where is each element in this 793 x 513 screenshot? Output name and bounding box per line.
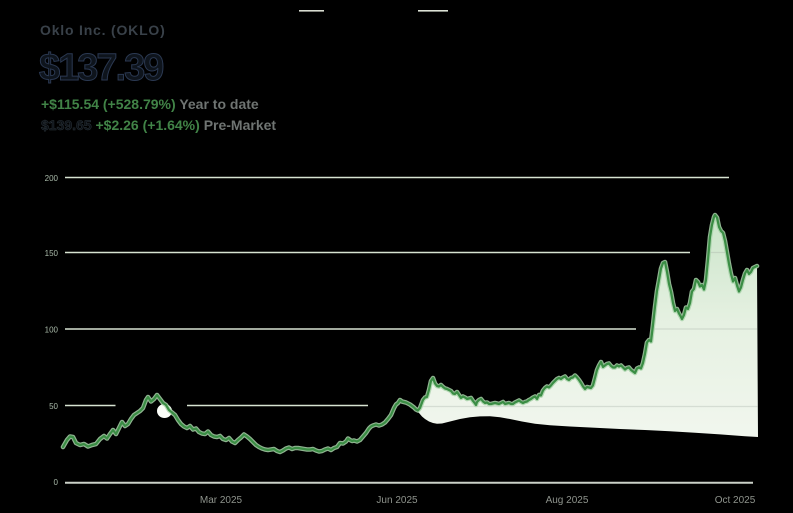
svg-text:100: 100 [45,326,59,335]
svg-text:Oct 2025: Oct 2025 [715,495,756,506]
svg-text:200: 200 [45,174,59,183]
svg-text:150: 150 [45,249,59,258]
svg-text:Mar 2025: Mar 2025 [200,495,243,506]
svg-text:50: 50 [49,402,58,411]
svg-text:0: 0 [54,478,59,487]
svg-text:Jun 2025: Jun 2025 [376,495,418,506]
svg-text:Aug 2025: Aug 2025 [546,495,589,506]
